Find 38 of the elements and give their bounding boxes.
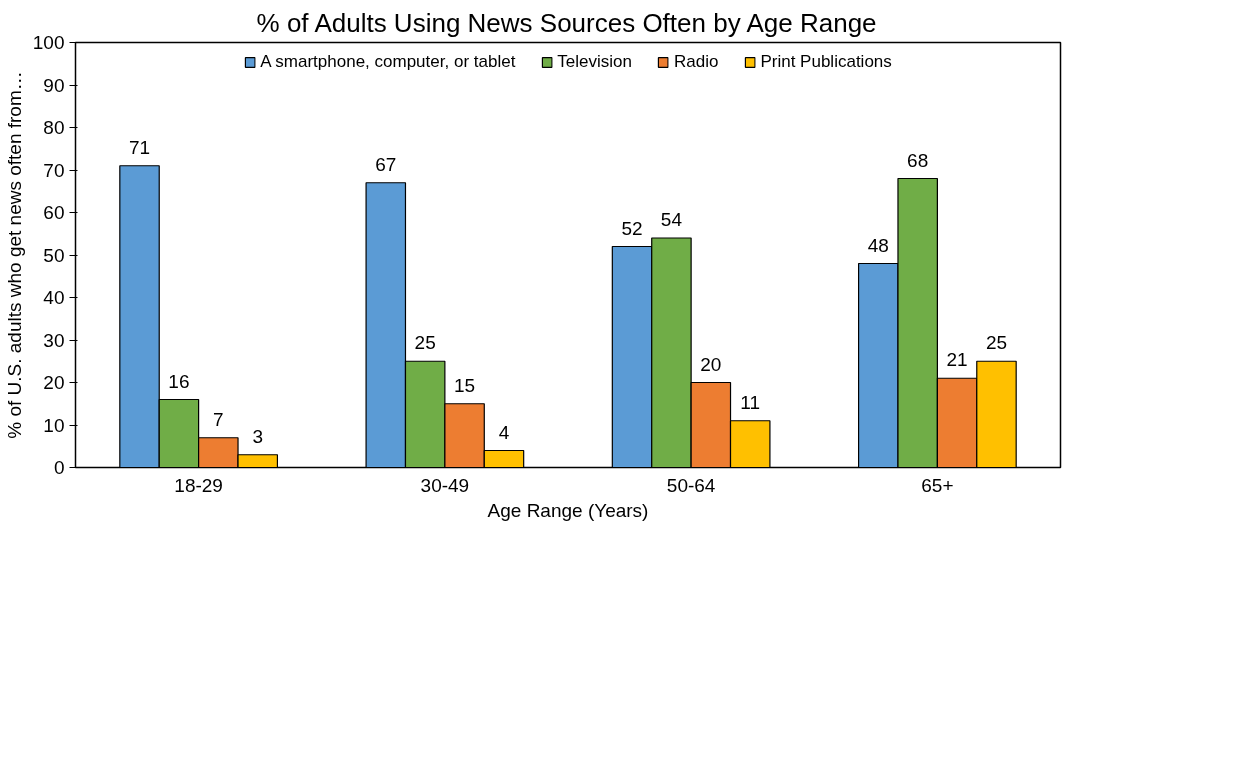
y-tick-label: 20 [43,372,65,393]
x-tick-label: 30-49 [420,474,470,496]
data-label: 21 [946,349,968,371]
data-label: 54 [660,209,683,230]
y-tick-label: 30 [43,329,65,351]
x-tick-label: 50-64 [666,474,716,496]
y-tick-label: 50 [43,244,65,266]
data-label: 20 [700,353,722,375]
y-tick-label: 60 [43,202,65,223]
data-label: 11 [740,391,761,413]
data-label: 16 [168,370,190,392]
data-label: 71 [128,136,151,158]
legend-label: Print Publications [760,52,892,72]
data-label: 3 [252,425,264,447]
y-tick-label: 100 [32,32,65,53]
x-axis-title: Age Range (Years) [487,499,649,521]
data-label: 25 [985,332,1008,354]
legend-label: Television [557,52,633,72]
y-axis-title: % of U.S. adults who get news often from… [3,71,25,439]
data-label: 48 [867,234,889,256]
x-tick-label: 65+ [921,474,954,496]
y-tick-label: 80 [43,117,65,138]
y-tick-label: 70 [43,159,65,181]
x-tick-label: 18-29 [174,474,223,496]
data-label: 52 [621,217,643,239]
chart-title: % of Adults Using News Sources Often by Age Range [256,7,877,38]
data-label: 25 [414,332,436,354]
data-label: 7 [213,408,224,430]
data-label: 68 [907,149,929,171]
y-tick-label: 90 [43,74,65,96]
data-label: 67 [375,153,397,175]
legend-label: A smartphone, computer, or tablet [260,52,516,72]
legend-label: Radio [674,52,719,72]
data-label: 15 [454,374,476,396]
y-tick-label: 10 [43,414,65,436]
y-tick-label: 0 [53,457,65,478]
data-label: 4 [498,421,510,443]
y-tick-label: 40 [43,287,65,308]
